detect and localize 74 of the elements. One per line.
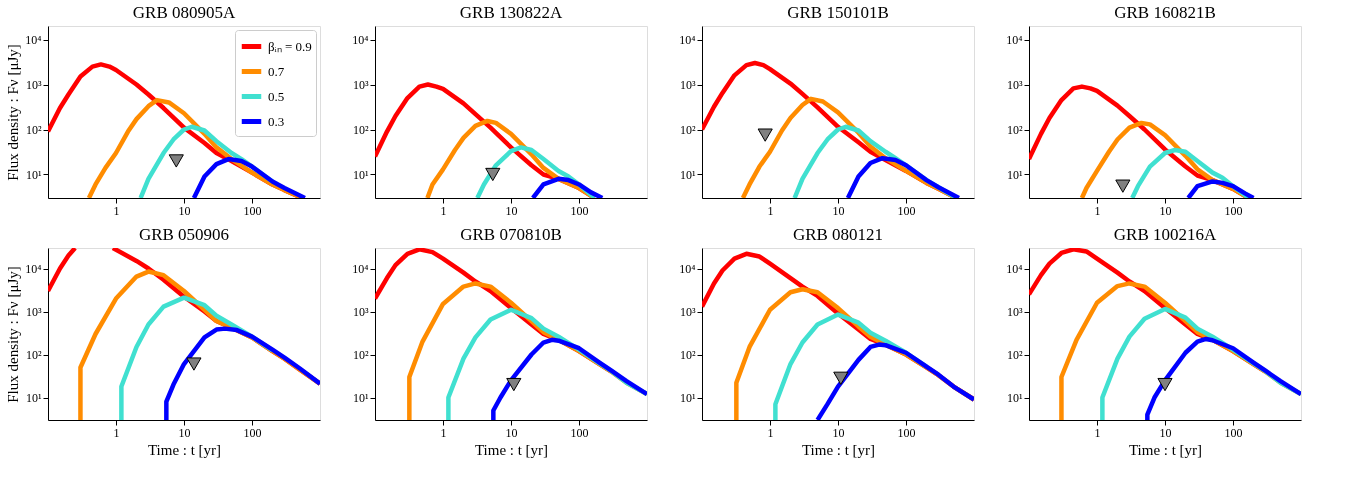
x-tick-label: 10 — [1159, 203, 1172, 218]
y-tick-label: 10² — [25, 348, 42, 363]
legend-label: 0.5 — [268, 88, 285, 104]
y-tick-label: 10³ — [1006, 78, 1023, 93]
y-tick-label: 10¹ — [25, 391, 42, 406]
x-tick-label: 100 — [897, 203, 916, 218]
x-tick-label: 100 — [897, 425, 916, 440]
y-tick-label: 10¹ — [352, 391, 369, 406]
y-tick-label: 10² — [25, 123, 42, 137]
y-tick-label: 10¹ — [679, 167, 696, 182]
x-tick-label: 10 — [832, 425, 845, 440]
x-tick-label: 100 — [570, 425, 589, 440]
chart-title: GRB 160821B — [1114, 3, 1216, 22]
y-tick-label: 10⁴ — [25, 262, 42, 277]
x-tick-label: 1 — [1094, 425, 1101, 440]
legend-label: 0.3 — [268, 113, 285, 129]
chart-title: GRB 070810B — [460, 225, 562, 244]
x-tick-label: 1 — [440, 203, 447, 218]
x-tick-label: 100 — [243, 203, 262, 218]
x-axis-title: Time : t [yr] — [474, 441, 549, 458]
y-tick-label: 10³ — [1006, 305, 1023, 320]
y-tick-label: 10⁴ — [679, 33, 696, 48]
y-tick-label: 10⁴ — [352, 33, 369, 48]
x-tick-label: 10 — [178, 203, 191, 218]
x-tick-label: 10 — [832, 203, 845, 218]
x-tick-label: 100 — [243, 425, 262, 440]
y-tick-label: 10² — [1006, 123, 1023, 137]
x-tick-label: 100 — [1224, 425, 1243, 440]
y-axis-title: Flux density : Fν [μJy] — [5, 266, 22, 403]
chart-title: GRB 080905A — [132, 3, 236, 22]
y-tick-label: 10⁴ — [1006, 33, 1023, 48]
y-axis-title: Flux density : Fν [μJy] — [5, 44, 22, 181]
x-tick-label: 1 — [1094, 203, 1101, 218]
x-tick-label: 10 — [505, 425, 518, 440]
y-tick-label: 10¹ — [1006, 391, 1023, 406]
y-tick-label: 10⁴ — [25, 33, 42, 48]
y-tick-label: 10⁴ — [352, 262, 369, 277]
chart-title: GRB 050906 — [138, 225, 230, 244]
y-tick-label: 10³ — [352, 305, 369, 320]
x-axis-title: Time : t [yr] — [1128, 441, 1203, 458]
y-tick-label: 10² — [679, 348, 696, 363]
x-tick-label: 100 — [1224, 203, 1243, 218]
x-tick-label: 1 — [767, 203, 774, 218]
y-tick-label: 10² — [679, 123, 696, 137]
chart-title: GRB 080121 — [792, 225, 884, 244]
x-axis-title: Time : t [yr] — [801, 441, 876, 458]
x-tick-label: 1 — [440, 425, 447, 440]
legend-label: 0.7 — [268, 63, 285, 79]
legend-label: βᵢₙ = 0.9 — [268, 38, 312, 54]
x-tick-label: 10 — [1159, 425, 1172, 440]
y-tick-label: 10³ — [679, 78, 696, 93]
y-tick-label: 10¹ — [352, 167, 369, 182]
chart-title: GRB 150101B — [787, 3, 889, 22]
y-tick-label: 10⁴ — [679, 262, 696, 277]
y-tick-label: 10² — [1006, 348, 1023, 363]
chart-title: GRB 100216A — [1113, 225, 1217, 244]
y-tick-label: 10³ — [679, 305, 696, 320]
x-tick-label: 10 — [505, 203, 518, 218]
x-tick-label: 1 — [767, 425, 774, 440]
y-tick-label: 10³ — [25, 305, 42, 320]
chart-title: GRB 130822A — [459, 3, 563, 22]
y-tick-label: 10² — [352, 123, 369, 137]
x-axis-title: Time : t [yr] — [147, 441, 222, 458]
x-tick-label: 100 — [570, 203, 589, 218]
x-tick-label: 1 — [113, 203, 120, 218]
y-tick-label: 10¹ — [679, 391, 696, 406]
y-tick-label: 10¹ — [25, 167, 42, 182]
y-tick-label: 10³ — [352, 78, 369, 93]
y-tick-label: 10¹ — [1006, 167, 1023, 182]
x-tick-label: 10 — [178, 425, 191, 440]
y-tick-label: 10³ — [25, 78, 42, 93]
y-tick-label: 10² — [352, 348, 369, 363]
x-tick-label: 1 — [113, 425, 120, 440]
y-tick-label: 10⁴ — [1006, 262, 1023, 277]
